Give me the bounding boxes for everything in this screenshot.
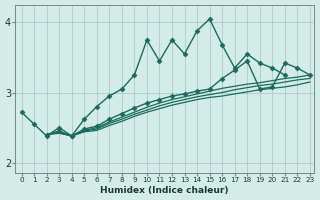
X-axis label: Humidex (Indice chaleur): Humidex (Indice chaleur) (100, 186, 229, 195)
